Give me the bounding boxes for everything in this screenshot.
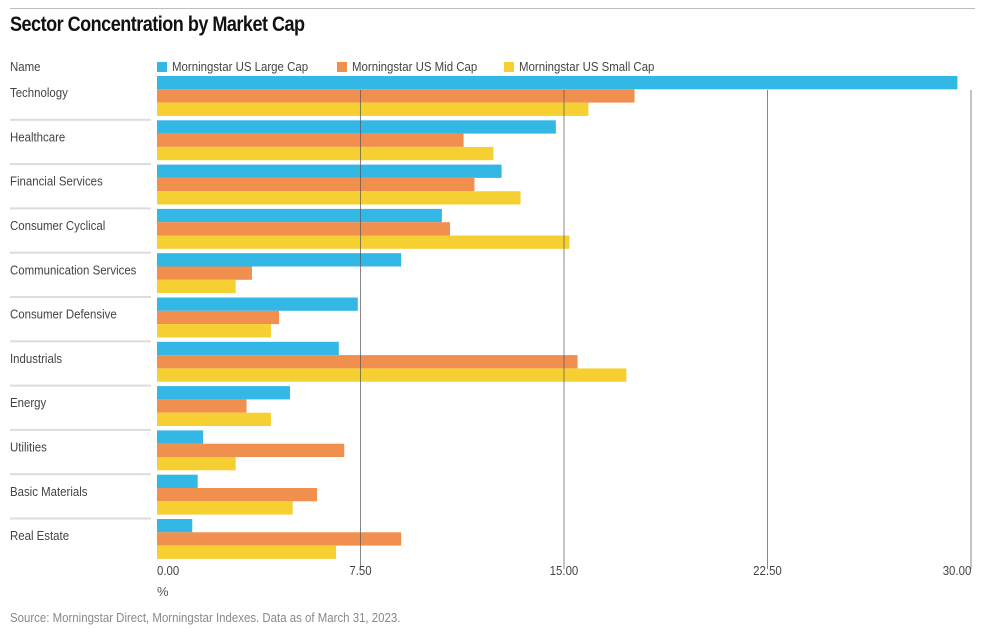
legend: Morningstar US Large Cap Morningstar US … — [157, 59, 683, 74]
category-label-communication-services: Communication Services — [10, 263, 136, 278]
category-labels: Technology Healthcare Financial Services Co… — [10, 85, 136, 543]
gridlines — [360, 90, 972, 570]
legend-label-mid-cap: Morningstar US Mid Cap — [351, 59, 477, 74]
category-column-header: Name — [10, 59, 41, 74]
bar-communication-services-morningstar-us-small-cap[interactable] — [157, 279, 236, 294]
legend-item-mid-cap[interactable]: Morningstar US Mid Cap — [336, 59, 494, 74]
row-separator — [10, 118, 151, 121]
bar-industrials-morningstar-us-small-cap[interactable] — [157, 368, 627, 382]
category-label-financial-services: Financial Services — [10, 174, 103, 189]
x-tick-label-30-00: 30.00 — [943, 563, 972, 578]
row-separator — [10, 340, 151, 343]
bar-communication-services-morningstar-us-large-cap[interactable] — [157, 253, 402, 267]
source-note: Source: Morningstar Direct, Morningstar … — [10, 610, 401, 625]
row-separator — [10, 163, 151, 166]
legend-item-large-cap[interactable]: Morningstar US Large Cap — [157, 59, 327, 74]
bar-financial-services-morningstar-us-small-cap[interactable] — [157, 191, 521, 205]
row-separator — [10, 473, 151, 476]
row-separator — [10, 296, 151, 298]
bar-industrials-morningstar-us-mid-cap[interactable] — [157, 355, 578, 369]
legend-label-small-cap: Morningstar US Small Cap — [518, 59, 655, 74]
row-separator — [10, 207, 151, 210]
top-divider — [10, 8, 975, 9]
x-tick-label-22-50: 22.50 — [753, 563, 782, 578]
x-tick-label-15-00: 15.00 — [550, 563, 579, 578]
bar-financial-services-morningstar-us-mid-cap[interactable] — [157, 177, 475, 192]
bar-consumer-defensive-morningstar-us-mid-cap[interactable] — [157, 310, 280, 325]
bar-basic-materials-morningstar-us-small-cap[interactable] — [157, 501, 293, 515]
legend-item-small-cap[interactable]: Morningstar US Small Cap — [503, 59, 673, 74]
bar-energy-morningstar-us-large-cap[interactable] — [157, 386, 290, 400]
bar-industrials-morningstar-us-large-cap[interactable] — [157, 341, 339, 356]
chart-title: Sector Concentration by Market Cap — [10, 13, 305, 36]
bar-real-estate-morningstar-us-small-cap[interactable] — [157, 545, 337, 559]
category-label-real-estate: Real Estate — [10, 528, 69, 543]
bar-basic-materials-morningstar-us-large-cap[interactable] — [157, 474, 198, 488]
bar-utilities-morningstar-us-mid-cap[interactable] — [157, 443, 345, 457]
bar-technology-morningstar-us-large-cap[interactable] — [157, 76, 958, 90]
category-label-consumer-defensive: Consumer Defensive — [10, 307, 117, 322]
legend-label-large-cap: Morningstar US Large Cap — [172, 59, 309, 74]
bars — [157, 76, 958, 559]
category-label-consumer-cyclical: Consumer Cyclical — [10, 218, 105, 233]
legend-swatch-large-cap — [157, 61, 167, 72]
category-label-utilities: Utilities — [10, 440, 47, 455]
category-label-energy: Energy — [10, 396, 47, 411]
category-label-healthcare: Healthcare — [10, 130, 65, 145]
bar-consumer-defensive-morningstar-us-small-cap[interactable] — [157, 324, 271, 338]
bar-healthcare-morningstar-us-small-cap[interactable] — [157, 146, 494, 161]
bar-healthcare-morningstar-us-large-cap[interactable] — [157, 120, 556, 134]
bar-real-estate-morningstar-us-mid-cap[interactable] — [157, 532, 402, 546]
row-separator — [10, 384, 151, 387]
x-axis-label: % — [157, 584, 169, 599]
x-tick-label-0-00: 0.00 — [157, 563, 179, 578]
row-separator — [10, 428, 151, 431]
bar-consumer-cyclical-morningstar-us-large-cap[interactable] — [157, 208, 442, 223]
category-label-basic-materials: Basic Materials — [10, 484, 88, 499]
bar-energy-morningstar-us-mid-cap[interactable] — [157, 399, 247, 413]
bar-healthcare-morningstar-us-mid-cap[interactable] — [157, 133, 464, 147]
legend-swatch-mid-cap — [336, 61, 347, 72]
legend-swatch-small-cap — [503, 61, 514, 72]
bar-utilities-morningstar-us-small-cap[interactable] — [157, 457, 236, 471]
x-axis-ticks: 0.00 7.50 15.00 22.50 30.00 — [157, 563, 971, 578]
bar-consumer-cyclical-morningstar-us-small-cap[interactable] — [157, 235, 570, 249]
x-tick-label-7-50: 7.50 — [349, 563, 371, 578]
category-label-industrials: Industrials — [10, 351, 62, 366]
bar-consumer-cyclical-morningstar-us-mid-cap[interactable] — [157, 222, 451, 236]
bar-basic-materials-morningstar-us-mid-cap[interactable] — [157, 488, 318, 502]
category-label-technology: Technology — [10, 85, 69, 100]
row-separators — [10, 118, 151, 520]
row-separator — [10, 517, 151, 520]
bar-technology-morningstar-us-small-cap[interactable] — [157, 102, 589, 116]
row-separator — [10, 251, 151, 254]
bar-communication-services-morningstar-us-mid-cap[interactable] — [157, 266, 252, 280]
bar-energy-morningstar-us-small-cap[interactable] — [157, 412, 271, 426]
bar-utilities-morningstar-us-large-cap[interactable] — [157, 430, 204, 444]
bar-real-estate-morningstar-us-large-cap[interactable] — [157, 519, 193, 533]
bar-consumer-defensive-morningstar-us-large-cap[interactable] — [157, 297, 358, 311]
bar-financial-services-morningstar-us-large-cap[interactable] — [157, 164, 502, 178]
bar-technology-morningstar-us-mid-cap[interactable] — [157, 89, 635, 103]
